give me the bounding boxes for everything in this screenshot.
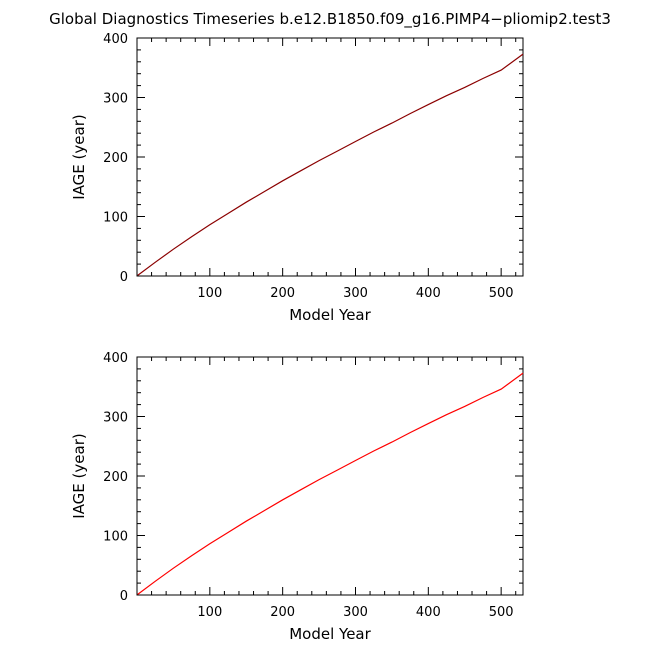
x-tick-label: 100 (197, 286, 222, 301)
y-tick-label: 200 (103, 151, 128, 166)
x-axis-label: Model Year (289, 306, 371, 324)
y-tick-label: 200 (103, 470, 128, 485)
x-tick-label: 200 (270, 605, 295, 620)
x-tick-label: 300 (343, 605, 368, 620)
y-axis-label: IAGE (year) (70, 433, 88, 518)
y-tick-label: 300 (103, 411, 128, 426)
x-tick-label: 500 (489, 605, 514, 620)
series-line (137, 53, 524, 276)
y-tick-label: 0 (120, 589, 128, 604)
chart-panel-2: 100 200 300 400 500 0 100 200 300 400 Model Year IA… (70, 351, 524, 643)
x-tick-label: 500 (489, 286, 514, 301)
x-tick-label: 200 (270, 286, 295, 301)
x-tick-label: 100 (197, 605, 222, 620)
y-tick-label: 100 (103, 530, 128, 545)
x-tick-label: 300 (343, 286, 368, 301)
y-tick-label: 0 (120, 270, 128, 285)
y-tick-label: 400 (103, 351, 128, 366)
x-tick-label: 400 (416, 286, 441, 301)
page-title: Global Diagnostics Timeseries b.e12.B185… (49, 10, 611, 29)
y-tick-label: 300 (103, 92, 128, 107)
series-line (137, 372, 524, 595)
x-tick-label: 400 (416, 605, 441, 620)
y-tick-label: 100 (103, 211, 128, 226)
y-axis-label: IAGE (year) (70, 114, 88, 199)
plot-frame (136, 37, 524, 277)
chart-panel-1: 100 200 300 400 500 0 100 200 300 400 Model Year IA… (70, 32, 524, 324)
plot-frame (136, 356, 524, 596)
y-tick-label: 400 (103, 32, 128, 47)
x-axis-label: Model Year (289, 625, 371, 643)
